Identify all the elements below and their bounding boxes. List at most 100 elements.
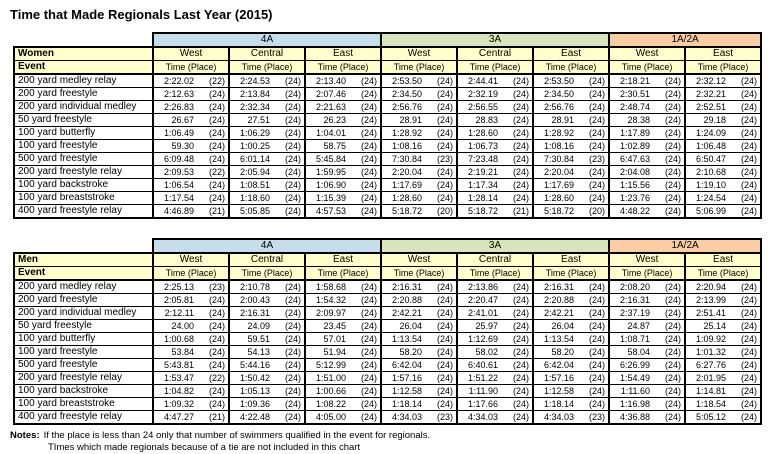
time-value: 1:28.60 bbox=[544, 193, 575, 203]
event-column-label: Event bbox=[13, 266, 154, 281]
time-place-cell: 2:26.83 (24) bbox=[152, 100, 230, 114]
time-value: 1:08.16 bbox=[544, 141, 575, 151]
time-value: 28.91 bbox=[399, 115, 423, 125]
time-value: 2:13.40 bbox=[316, 76, 347, 86]
time-place-cell: 1:17.69 (24) bbox=[532, 178, 611, 192]
page-title: Time that Made Regionals Last Year (2015… bbox=[10, 7, 273, 22]
time-value: 2:16.31 bbox=[620, 295, 651, 305]
time-place-cell: 1:09.32 (24) bbox=[152, 397, 230, 411]
time-place-cell: 1:18.14 (24) bbox=[380, 397, 459, 411]
time-place-cell: 2:05.94 (24) bbox=[228, 165, 306, 179]
place-value: (24) bbox=[589, 347, 606, 357]
place-value: (24) bbox=[665, 282, 682, 292]
time-value: 1:58.68 bbox=[316, 282, 347, 292]
time-value: 1:05.13 bbox=[239, 386, 270, 396]
time-value: 58.20 bbox=[399, 347, 423, 357]
time-place-cell: 1:54.49 (24) bbox=[608, 371, 687, 385]
place-value: (24) bbox=[361, 141, 378, 151]
time-value: 1:13.54 bbox=[544, 334, 575, 344]
event-name-cell: 100 yard breaststroke bbox=[13, 397, 154, 411]
place-value: (24) bbox=[513, 412, 530, 422]
time-value: 2:12.63 bbox=[163, 89, 194, 99]
place-value: (24) bbox=[513, 89, 530, 99]
time-place-cell: 26.67 (24) bbox=[152, 113, 230, 127]
time-place-cell: 2:56.76 (24) bbox=[532, 100, 611, 114]
place-value: (24) bbox=[741, 89, 758, 99]
place-value: (24) bbox=[513, 373, 530, 383]
time-place-cell: 1:08.16 (24) bbox=[380, 139, 459, 153]
time-place-cell: 4:34.03 (23) bbox=[380, 410, 459, 425]
time-value: 1:28.92 bbox=[544, 128, 575, 138]
time-place-cell: 1:06.48 (24) bbox=[684, 139, 763, 153]
time-value: 2:53.50 bbox=[544, 76, 575, 86]
place-value: (24) bbox=[665, 141, 682, 151]
place-value: (24) bbox=[208, 102, 225, 112]
place-value: (24) bbox=[513, 76, 530, 86]
time-value: 2:53.50 bbox=[392, 76, 423, 86]
place-value: (24) bbox=[361, 76, 378, 86]
event-column-label: Event bbox=[13, 60, 154, 75]
place-value: (24) bbox=[361, 206, 378, 216]
place-value: (24) bbox=[437, 128, 454, 138]
time-place-header: Time (Place) bbox=[456, 60, 535, 75]
time-place-cell: 2:53.50 (24) bbox=[380, 73, 459, 88]
event-name-cell: 50 yard freestyle bbox=[13, 113, 154, 127]
time-place-cell: 2:42.21 (24) bbox=[380, 306, 459, 320]
place-value: (24) bbox=[665, 128, 682, 138]
place-value: (24) bbox=[665, 154, 682, 164]
event-name-cell: 500 yard freestyle bbox=[13, 152, 154, 166]
place-value: (24) bbox=[284, 193, 301, 203]
time-value: 1:15.56 bbox=[620, 180, 651, 190]
time-place-cell: 1:17.34 (24) bbox=[456, 178, 535, 192]
page: Time that Made Regionals Last Year (2015… bbox=[0, 7, 768, 454]
place-value: (23) bbox=[589, 412, 606, 422]
time-value: 1:06.73 bbox=[468, 141, 499, 151]
place-value: (24) bbox=[513, 321, 530, 331]
time-value: 1:04.82 bbox=[163, 386, 194, 396]
place-value: (24) bbox=[284, 154, 301, 164]
time-value: 28.83 bbox=[475, 115, 499, 125]
time-value: 1:59.95 bbox=[316, 167, 347, 177]
time-place-cell: 53.84 (24) bbox=[152, 345, 230, 359]
time-place-cell: 1:18.60 (24) bbox=[228, 191, 306, 205]
time-place-cell: 58.75 (24) bbox=[303, 139, 383, 153]
time-place-cell: 1:00.25 (24) bbox=[228, 139, 306, 153]
time-value: 2:16.31 bbox=[239, 308, 270, 318]
time-place-cell: 2:04.08 (24) bbox=[608, 165, 687, 179]
place-value: (24) bbox=[589, 76, 606, 86]
place-value: (21) bbox=[513, 206, 530, 216]
time-value: 2:13.84 bbox=[239, 89, 270, 99]
time-place-cell: 2:10.68 (24) bbox=[684, 165, 763, 179]
time-value: 1:18.14 bbox=[392, 399, 423, 409]
place-value: (24) bbox=[665, 167, 682, 177]
time-value: 2:16.31 bbox=[544, 282, 575, 292]
place-value: (21) bbox=[208, 412, 225, 422]
time-place-cell: 2:16.31 (24) bbox=[532, 279, 611, 294]
group-label-women: Women bbox=[13, 46, 154, 61]
time-place-header: Time (Place) bbox=[303, 60, 383, 75]
place-value: (24) bbox=[437, 295, 454, 305]
time-value: 1:17.69 bbox=[392, 180, 423, 190]
time-place-cell: 1:16.98 (24) bbox=[608, 397, 687, 411]
time-value: 1:11.90 bbox=[468, 386, 499, 396]
time-value: 1:17.34 bbox=[468, 180, 499, 190]
time-place-cell: 57.01 (24) bbox=[303, 332, 383, 346]
place-value: (24) bbox=[741, 115, 758, 125]
corner-spacer bbox=[14, 33, 153, 47]
time-value: 7:30.84 bbox=[392, 154, 423, 164]
place-value: (24) bbox=[437, 386, 454, 396]
time-value: 1:53.47 bbox=[163, 373, 194, 383]
place-value: (24) bbox=[513, 180, 530, 190]
place-value: (24) bbox=[589, 373, 606, 383]
place-value: (24) bbox=[741, 167, 758, 177]
place-value: (23) bbox=[437, 412, 454, 422]
division-header-4a: 4A bbox=[151, 32, 383, 48]
time-value: 4:34.03 bbox=[392, 412, 423, 422]
time-place-cell: 1:53.47 (22) bbox=[152, 371, 230, 385]
place-value: (24) bbox=[513, 128, 530, 138]
region-header: Central bbox=[456, 252, 535, 267]
time-place-cell: 2:51.41 (24) bbox=[684, 306, 763, 320]
time-place-cell: 25.97 (24) bbox=[456, 319, 535, 333]
division-header-4a: 4A bbox=[151, 238, 383, 254]
region-header: East bbox=[532, 252, 611, 267]
